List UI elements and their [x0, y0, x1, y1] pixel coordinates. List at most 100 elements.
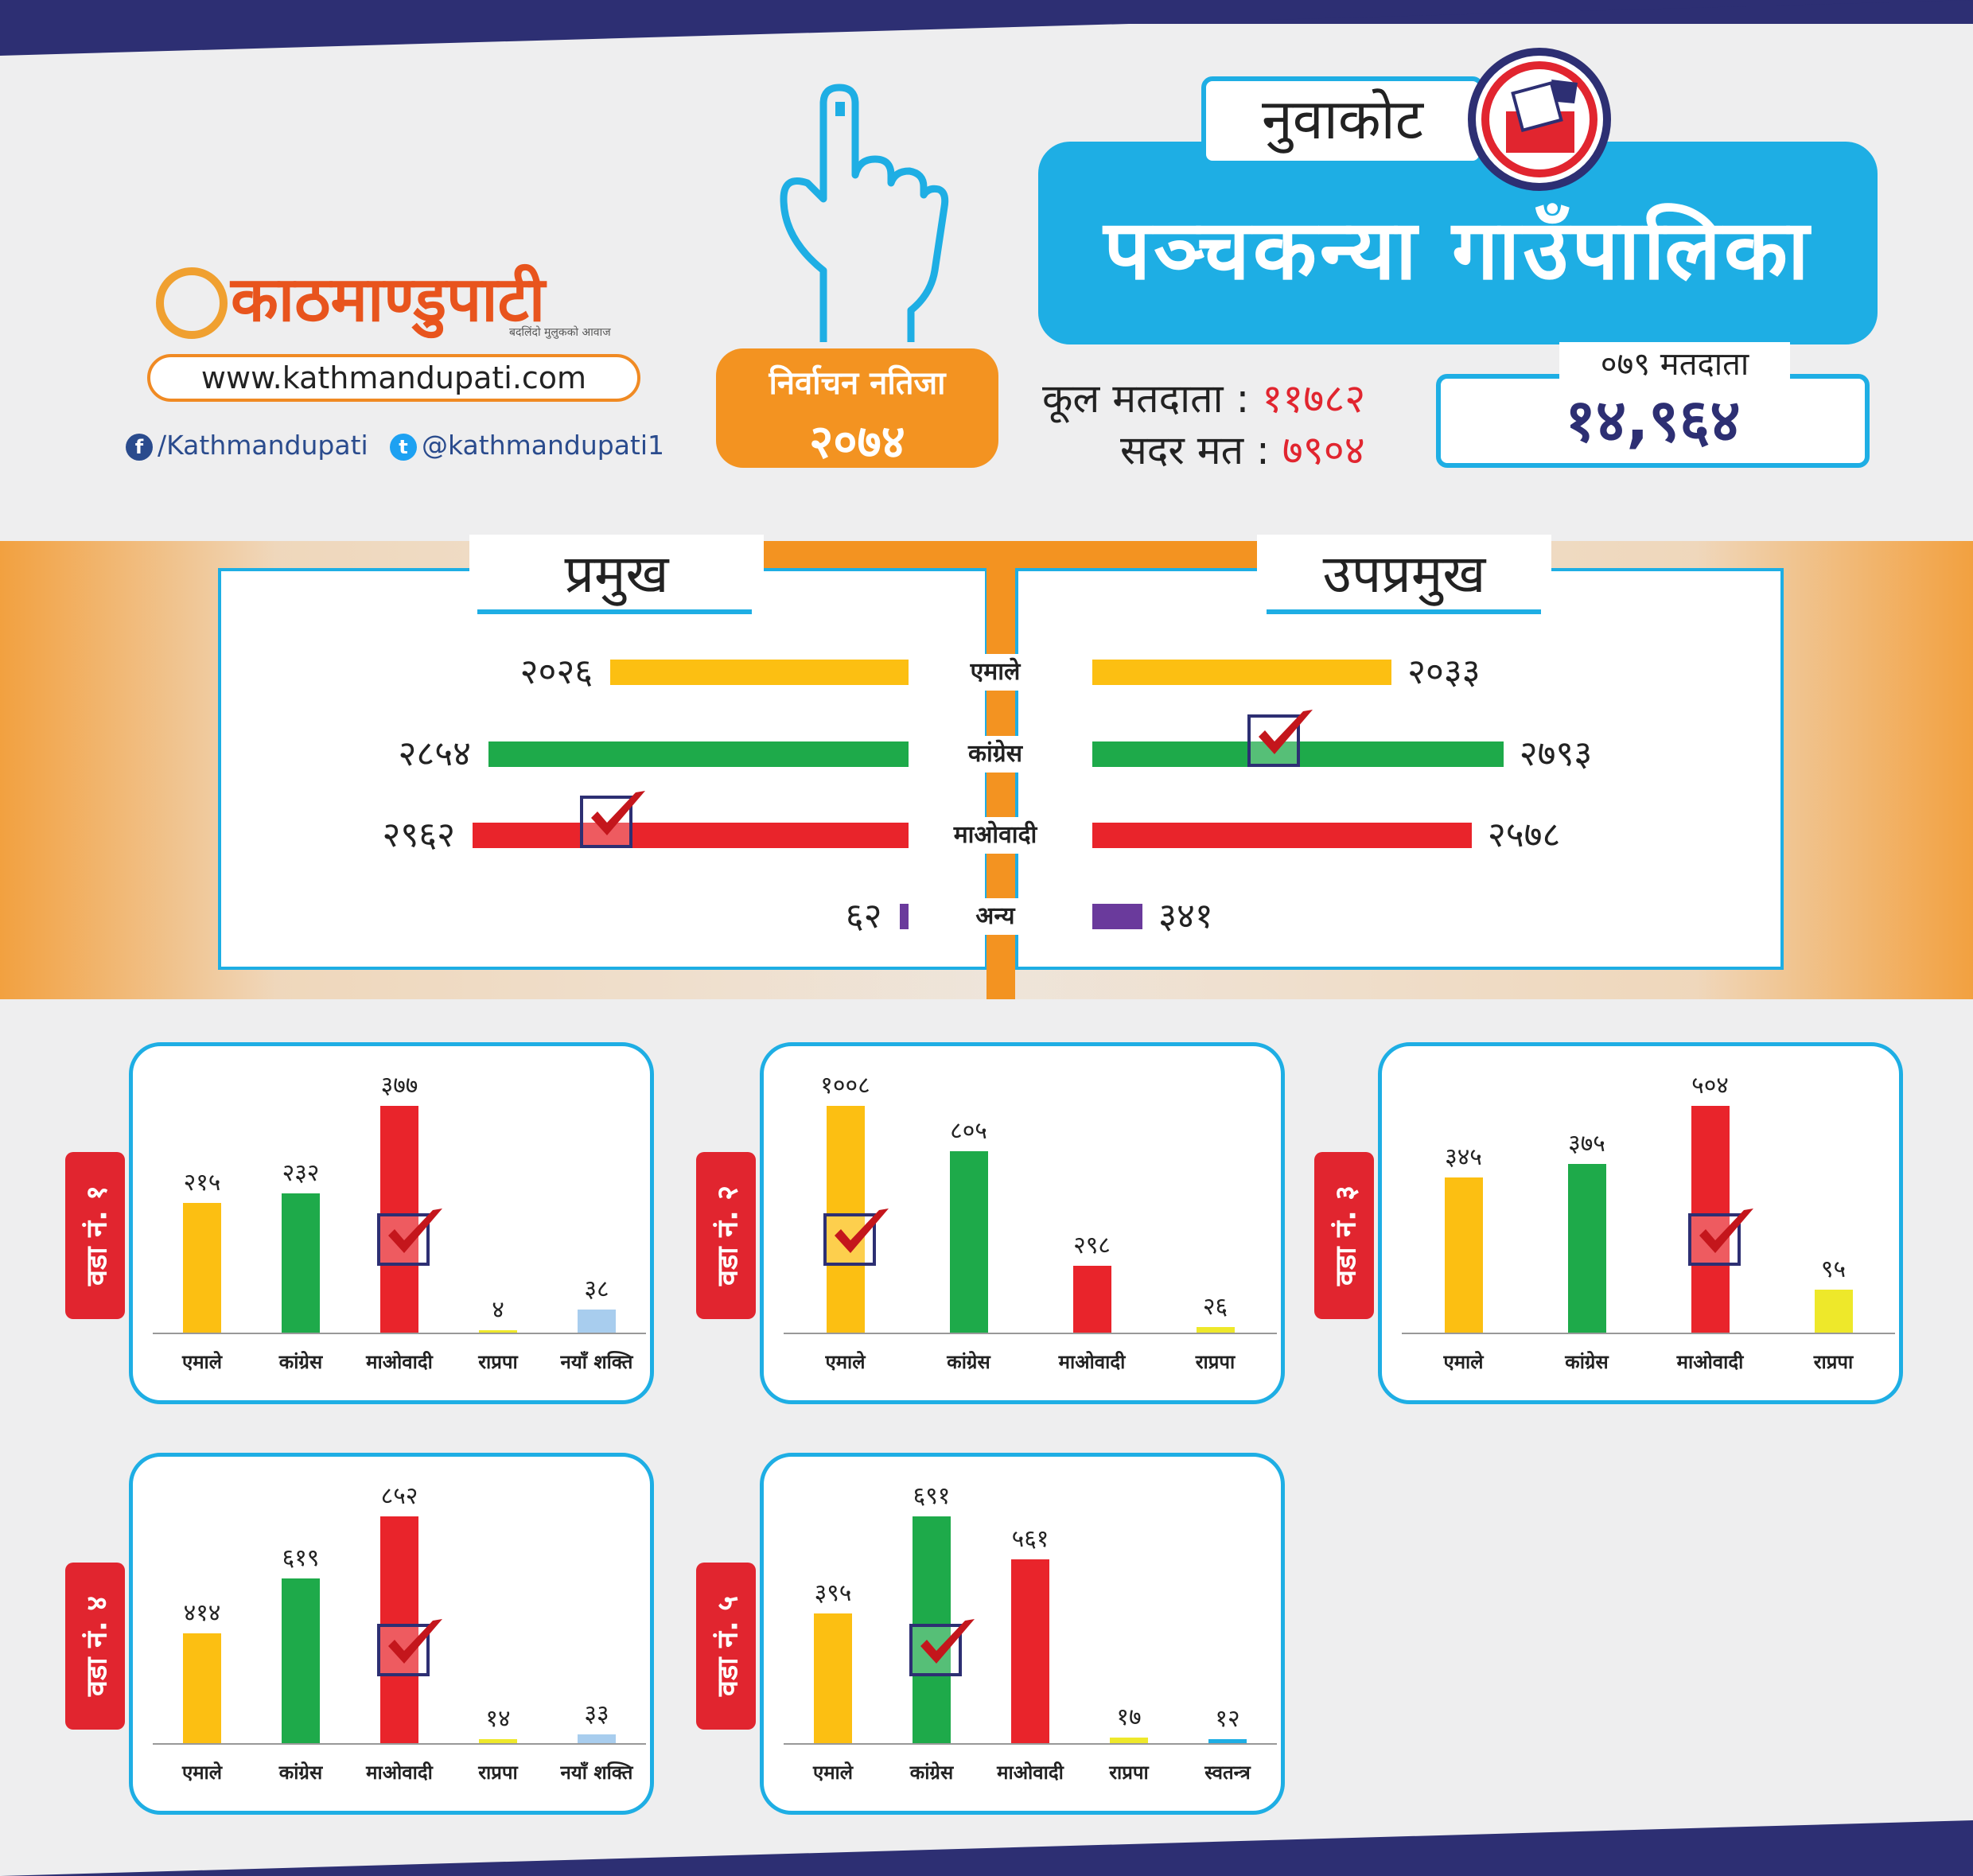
top-band-slant — [0, 0, 1973, 56]
voters-079-label: ०७९ मतदाता — [1559, 342, 1790, 387]
chief-winner-check — [580, 791, 646, 848]
deputy-winner-check — [1247, 710, 1313, 767]
facebook-handle: /Kathmandupati — [158, 430, 368, 461]
deputy-bar-3 — [1092, 904, 1143, 929]
ward-tab-1: वडा नं. १ — [65, 1152, 125, 1319]
ward-3-label-1: कांग्रेस — [1565, 1351, 1609, 1373]
ward-4-label-4: नयाँ शक्ति — [560, 1761, 633, 1784]
ward-4-bar-3 — [479, 1739, 517, 1743]
valid-votes-sep: : — [1256, 427, 1270, 473]
ward-3-bar-1 — [1567, 1163, 1606, 1333]
ward-2-bar-0 — [826, 1106, 865, 1333]
district-name: नुवाकोट — [1201, 76, 1484, 165]
logo-text: काठमाण्डुपाटी — [231, 264, 546, 336]
logo-tagline: बदलिंदो मुलुकको आवाज — [509, 326, 611, 339]
election-year: २०७४ — [809, 415, 905, 469]
ward-4-bar-0 — [183, 1633, 221, 1743]
ward-tab-2: वडा नं. २ — [696, 1152, 756, 1319]
ward-1-bar-1 — [282, 1193, 320, 1333]
ward-2-value-1: ८०५ — [950, 1117, 987, 1146]
checkmark-icon — [834, 1209, 889, 1253]
ward-4-label-2: माओवादी — [366, 1761, 433, 1784]
voters-079-value: १४,९६४ — [1565, 387, 1741, 455]
ward-1-bar-4 — [578, 1310, 616, 1333]
ward-2-value-0: १००८ — [820, 1072, 870, 1100]
ward-3-value-2: ५०४ — [1691, 1072, 1729, 1100]
ward-4-value-2: ८५२ — [380, 1482, 418, 1510]
ward-baseline-3 — [1402, 1333, 1895, 1334]
party-label-0: एमाले — [944, 654, 1047, 691]
ward-5-bar-3 — [1110, 1737, 1148, 1743]
ward-tab-3: वडा नं. ३ — [1314, 1152, 1374, 1319]
ward-5-label-1: कांग्रेस — [909, 1761, 954, 1784]
checkmark-icon — [388, 1619, 442, 1664]
ward-title: वडा नं. २ — [711, 1185, 744, 1286]
twitter-handle: @kathmandupati1 — [422, 430, 665, 461]
ward-1-value-2: ३७७ — [380, 1072, 418, 1100]
ward-1-bar-3 — [479, 1329, 517, 1333]
deputy-value-3: ३४१ — [1158, 896, 1213, 936]
checkmark-icon — [1259, 710, 1313, 754]
valid-votes-label: सदर मत — [1120, 427, 1244, 473]
chief-heading: प्रमुख — [469, 535, 764, 614]
facebook-icon: f — [126, 433, 153, 461]
ward-title: वडा नं. १ — [80, 1185, 113, 1286]
ward-2-label-2: माओवादी — [1058, 1351, 1126, 1373]
ballot-box-icon — [1468, 48, 1611, 191]
ward-baseline-1 — [153, 1333, 646, 1334]
ward-2-value-3: २६ — [1202, 1292, 1228, 1321]
website-url[interactable]: www.kathmandupati.com — [147, 354, 640, 402]
ward-1-value-0: २१५ — [183, 1169, 221, 1197]
ward-4-bar-2 — [380, 1516, 418, 1743]
ward-title: वडा नं. ३ — [1329, 1185, 1362, 1286]
checkmark-icon — [1699, 1209, 1753, 1253]
ward-1-label-2: माओवादी — [366, 1351, 433, 1373]
ward-baseline-2 — [784, 1333, 1277, 1334]
ward-1-label-1: कांग्रेस — [278, 1351, 323, 1373]
ward-3-value-0: ३४५ — [1445, 1142, 1482, 1171]
ward-baseline-4 — [153, 1743, 646, 1745]
ward-5-label-0: एमाले — [812, 1761, 854, 1784]
ward-2-bar-1 — [949, 1151, 988, 1333]
twitter-icon: t — [390, 433, 417, 461]
deputy-value-0: २०३३ — [1407, 652, 1481, 692]
ward-4-value-3: १४ — [485, 1705, 511, 1734]
deputy-panel — [1015, 568, 1784, 970]
ward-4-label-0: एमाले — [181, 1761, 223, 1784]
bottom-band — [0, 1820, 1973, 1876]
ward-2-label-1: कांग्रेस — [947, 1351, 990, 1373]
total-voters-sep: : — [1236, 376, 1250, 422]
ward-2-bar-3 — [1196, 1326, 1235, 1333]
deputy-value-2: २५७८ — [1487, 815, 1561, 855]
valid-votes-value: ७९०४ — [1282, 427, 1365, 473]
ward-1-value-1: २३२ — [282, 1158, 320, 1187]
ward-1-value-4: ३८ — [584, 1275, 609, 1304]
deputy-value-1: २७९३ — [1519, 734, 1593, 774]
total-voters-label: कूल मतदाता — [1042, 376, 1224, 422]
checkmark-icon — [388, 1209, 442, 1253]
facebook-link[interactable]: f/Kathmandupati — [126, 430, 368, 461]
ward-3-value-3: ९५ — [1820, 1255, 1847, 1284]
election-label: निर्वाचन नतिजा — [769, 365, 946, 402]
ward-4-label-3: राप्रपा — [478, 1761, 518, 1784]
ward-baseline-5 — [784, 1743, 1277, 1745]
ward-1-label-4: नयाँ शक्ति — [560, 1351, 633, 1373]
ward-3-label-3: राप्रपा — [1813, 1351, 1854, 1373]
ward-5-bar-1 — [913, 1516, 951, 1743]
ward-3-bar-3 — [1814, 1290, 1853, 1333]
chief-value-1: २८५४ — [398, 734, 472, 774]
deputy-bar-0 — [1092, 660, 1392, 685]
ward-3-winner-check — [1687, 1209, 1753, 1266]
ward-4-value-4: ३३ — [584, 1699, 609, 1728]
twitter-link[interactable]: t @kathmandupati1 — [390, 430, 664, 461]
checkmark-icon — [591, 791, 646, 835]
ward-3-bar-0 — [1444, 1177, 1483, 1333]
municipality-title: पञ्चकन्या गाउँपालिका — [1103, 201, 1812, 298]
ward-2-label-3: राप्रपा — [1195, 1351, 1236, 1373]
ward-2-bar-2 — [1072, 1265, 1111, 1333]
ward-4-value-0: ४१४ — [183, 1598, 221, 1627]
chief-value-0: २०२६ — [520, 652, 593, 692]
ward-1-label-0: एमाले — [181, 1351, 223, 1373]
election-result-badge: निर्वाचन नतिजा २०७४ — [716, 348, 998, 469]
ward-5-bar-4 — [1208, 1739, 1247, 1743]
